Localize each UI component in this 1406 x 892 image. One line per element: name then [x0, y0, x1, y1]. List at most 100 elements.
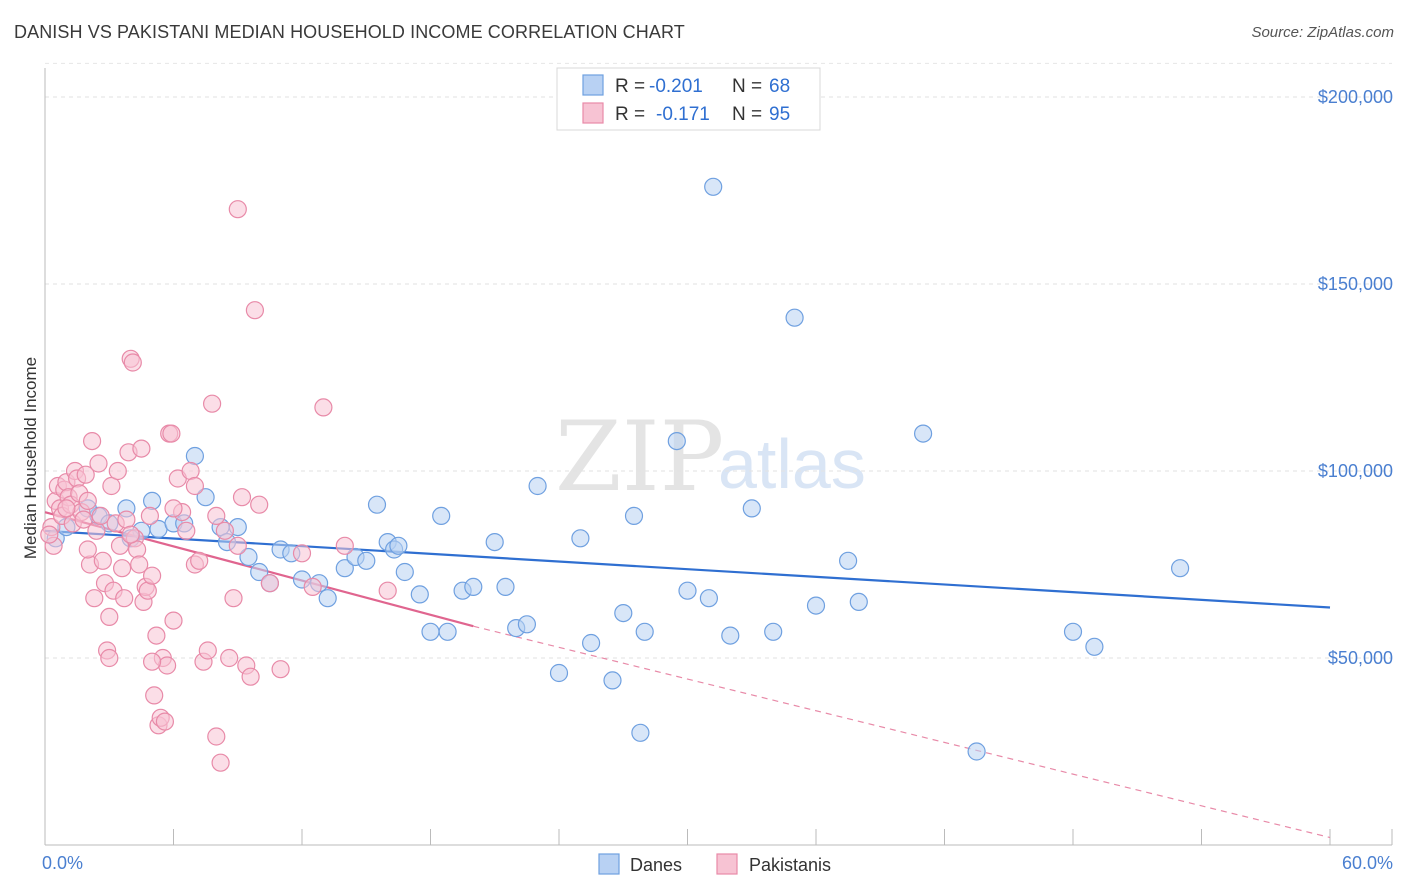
pakistanis-point-23 — [91, 506, 110, 526]
danes-point-33 — [496, 577, 515, 597]
pakistanis-point-76 — [245, 301, 264, 320]
pakistanis-point-83 — [335, 536, 354, 555]
pakistanis-point-17 — [78, 491, 97, 510]
legend-n-value-1: 68 — [769, 76, 790, 97]
pakistanis-point-82 — [314, 398, 333, 417]
pakistanis-point-41 — [130, 555, 149, 574]
danes-point-48 — [704, 177, 723, 196]
series-label-pakistanis: Pakistanis — [749, 855, 831, 875]
danes-point-67 — [389, 536, 408, 555]
pakistanis-point-31 — [108, 461, 127, 481]
y-tick-label-3: $200,000 — [1318, 87, 1393, 107]
pakistanis-point-24 — [93, 551, 112, 570]
danes-point-28 — [432, 506, 451, 526]
danes-point-32 — [485, 532, 504, 552]
danes-point-26 — [410, 585, 429, 604]
pakistanis-point-22 — [89, 454, 108, 473]
pakistanis-point-56 — [162, 424, 181, 443]
pakistanis-point-91 — [164, 499, 183, 518]
danes-point-43 — [631, 723, 650, 742]
pakistanis-point-38 — [123, 353, 142, 372]
danes-point-57 — [967, 742, 986, 761]
pakistanis-point-54 — [158, 656, 177, 675]
watermark-atlas: atlas — [718, 425, 866, 503]
legend-n-label-1: N = — [732, 76, 762, 97]
watermark-zip: ZIP — [555, 401, 724, 513]
x-tick-label-max: 60.0% — [1342, 853, 1393, 873]
danes-point-46 — [678, 581, 697, 600]
pakistanis-point-65 — [198, 641, 217, 660]
y-tick-label-2: $150,000 — [1318, 274, 1393, 294]
danes-point-40 — [603, 671, 622, 690]
danes-point-37 — [549, 663, 569, 683]
pakistanis-point-71 — [224, 589, 243, 608]
grid-lines — [45, 62, 1392, 659]
pakistanis-point-88 — [100, 607, 119, 627]
pakistanis-point-16 — [76, 465, 95, 484]
pakistanis-point-15 — [74, 510, 93, 529]
x-tick-label-min: 0.0% — [42, 853, 83, 873]
pakistanis-point-19 — [82, 432, 102, 451]
pakistanis-point-93 — [207, 506, 226, 526]
series-legend: Danes Pakistanis — [598, 853, 831, 875]
pakistanis-point-68 — [211, 753, 230, 772]
pakistanis-point-21 — [87, 521, 106, 540]
trend-lines — [44, 511, 1331, 839]
danes-point-18 — [318, 589, 337, 608]
danes-point-50 — [742, 499, 761, 518]
danes-point-36 — [528, 476, 547, 496]
chart-title: DANISH VS PAKISTANI MEDIAN HOUSEHOLD INC… — [14, 22, 685, 42]
pakistanis-point-94 — [228, 536, 247, 555]
pakistanis-point-84 — [378, 581, 397, 600]
danes-point-7 — [185, 446, 204, 466]
legend-n-label-2: N = — [732, 104, 762, 125]
danes-point-27 — [421, 622, 440, 641]
danes-point-55 — [849, 592, 868, 612]
pakistanis-point-73 — [232, 488, 252, 507]
danes-point-54 — [838, 551, 858, 570]
pakistanis-point-34 — [115, 589, 134, 608]
danes-point-29 — [438, 622, 457, 641]
pakistanis-point-20 — [85, 589, 104, 608]
pakistanis-point-33 — [112, 559, 132, 578]
y-axis-label: Median Household Income — [21, 357, 40, 559]
danes-point-19 — [335, 559, 354, 578]
danes-trend-line — [44, 529, 1331, 609]
pakistanis-point-48 — [145, 686, 164, 705]
pakistanis-point-92 — [185, 476, 204, 496]
danes-point-8 — [196, 488, 215, 507]
pakistanis-point-53 — [155, 712, 174, 731]
pakistanis-point-49 — [147, 626, 166, 645]
pakistanis-point-69 — [215, 521, 234, 540]
danes-point-25 — [395, 562, 414, 582]
pakistanis-point-72 — [228, 200, 247, 219]
pakistanis-point-90 — [143, 652, 162, 671]
pakistanis-point-47 — [143, 566, 162, 585]
danes-point-4 — [143, 491, 162, 510]
danes-point-47 — [699, 589, 719, 608]
pakistanis-point-45 — [138, 581, 157, 600]
data-points — [40, 177, 1190, 772]
danes-point-59 — [1085, 637, 1104, 656]
pakistanis-point-86 — [57, 499, 76, 518]
pakistanis-point-85 — [40, 525, 59, 544]
pakistanis-point-28 — [102, 476, 121, 496]
pakistanis-point-63 — [190, 551, 209, 570]
danes-point-35 — [517, 615, 537, 634]
legend-swatch-danes — [582, 74, 604, 96]
pakistanis-trend-extension — [473, 625, 1331, 839]
pakistanis-point-61 — [181, 461, 200, 481]
danes-point-44 — [635, 622, 654, 641]
series-swatch-pakistanis — [716, 853, 738, 875]
danes-point-22 — [367, 495, 387, 514]
danes-point-39 — [581, 633, 601, 653]
pakistanis-point-66 — [203, 394, 222, 413]
pakistanis-point-67 — [207, 727, 226, 746]
y-tick-label-1: $100,000 — [1318, 461, 1393, 481]
pakistanis-point-77 — [250, 495, 269, 514]
danes-point-21 — [357, 551, 376, 570]
pakistanis-point-79 — [271, 660, 290, 679]
danes-point-49 — [721, 626, 740, 645]
pakistanis-point-60 — [177, 521, 196, 540]
